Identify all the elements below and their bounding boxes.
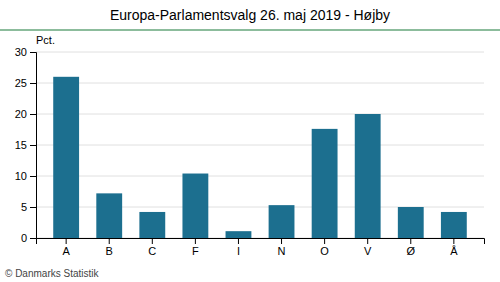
tick: N	[278, 238, 286, 257]
tick: 30	[15, 46, 36, 58]
tick: 0	[21, 232, 36, 244]
tick-label: I	[237, 245, 240, 257]
bar	[269, 205, 295, 238]
axis-line	[30, 53, 37, 239]
tick-mark	[109, 238, 110, 244]
tick-label: V	[364, 245, 372, 257]
tick-label: B	[106, 245, 113, 257]
tick: A	[62, 238, 70, 257]
tick-mark	[30, 83, 36, 84]
tick: F	[192, 238, 199, 257]
tick-mark	[238, 238, 239, 244]
tick: Ø	[406, 238, 415, 257]
tick-label: O	[320, 245, 329, 257]
y-axis: 0 5 10 15 20 25 30	[15, 46, 37, 244]
tick-mark	[30, 114, 36, 115]
grid-line	[36, 114, 484, 115]
bar	[312, 129, 338, 238]
tick-label: N	[278, 245, 286, 257]
tick-label: 15	[15, 139, 27, 151]
tick-mark	[152, 238, 153, 244]
grid-line	[36, 52, 484, 53]
grid-line	[36, 83, 484, 84]
title: Europa-Parlamentsvalg 26. maj 2019 - Høj…	[110, 7, 390, 23]
grid-line	[36, 176, 484, 177]
tick-mark	[30, 145, 36, 146]
tick-label: A	[62, 245, 70, 257]
title-rule	[0, 29, 500, 30]
tick-label: F	[192, 245, 199, 257]
tick-mark	[281, 238, 282, 244]
tick-label: 25	[15, 77, 27, 89]
tick-label: 5	[21, 201, 27, 213]
tick-mark	[367, 238, 368, 244]
tick-mark	[30, 176, 36, 177]
footer: © Danmarks Statistik	[5, 268, 100, 279]
tick-label: Ø	[406, 245, 415, 257]
tick-mark	[30, 52, 36, 53]
tick-mark	[410, 238, 411, 244]
tick-mark	[195, 238, 196, 244]
tick: V	[364, 238, 372, 257]
axis-line	[37, 239, 485, 245]
tick-mark	[324, 238, 325, 244]
axis-title: Pct.	[36, 34, 55, 46]
tick-mark	[66, 238, 67, 244]
bar	[53, 77, 79, 238]
tick-mark	[30, 238, 36, 239]
bar	[96, 193, 122, 238]
tick-label: 10	[15, 170, 27, 182]
bar	[139, 212, 165, 238]
tick: C	[148, 238, 156, 257]
bar	[182, 174, 208, 238]
plot: A B C F I N O V Ø Å 0 5 10 15 20 25 30 Pct.	[15, 34, 485, 257]
tick: I	[237, 238, 240, 257]
tick-label: Å	[450, 245, 458, 257]
x-axis: ABCFINOVØÅ	[37, 238, 485, 257]
tick: 25	[15, 77, 36, 89]
bar	[441, 212, 467, 238]
bar	[355, 114, 381, 238]
tick-label: C	[148, 245, 156, 257]
tick: B	[106, 238, 113, 257]
chart: Europa-Parlamentsvalg 26. maj 2019 - Høj…	[0, 0, 500, 282]
tick: 20	[15, 108, 36, 120]
tick-label: 30	[15, 46, 27, 58]
tick-label: 0	[21, 232, 27, 244]
tick: 10	[15, 170, 36, 182]
grid	[36, 52, 484, 238]
tick: O	[320, 238, 329, 257]
grid-line	[36, 145, 484, 146]
bars	[53, 77, 467, 238]
tick: Å	[450, 238, 458, 257]
tick: 15	[15, 139, 36, 151]
tick-mark	[453, 238, 454, 244]
bar	[398, 207, 424, 238]
tick: 5	[21, 201, 36, 213]
bar	[226, 231, 252, 238]
tick-mark	[30, 207, 36, 208]
tick-label: 20	[15, 108, 27, 120]
